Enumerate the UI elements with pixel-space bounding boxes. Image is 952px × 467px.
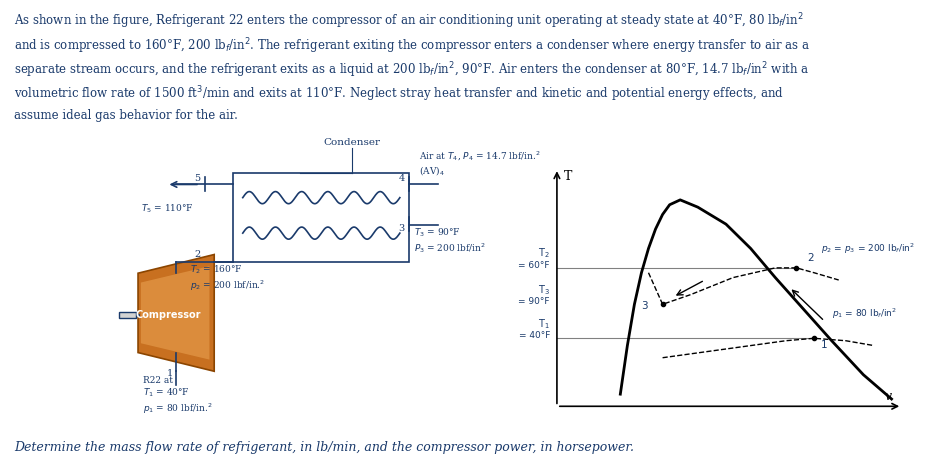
Text: T: T: [564, 170, 572, 184]
Text: = 90°F: = 90°F: [519, 297, 550, 306]
Text: As shown in the figure, Refrigerant 22 enters the compressor of an air condition: As shown in the figure, Refrigerant 22 e…: [14, 12, 804, 31]
Text: $T_5$ = 110°F: $T_5$ = 110°F: [141, 202, 193, 215]
Text: $T_2$ = 160°F
$p_2$ = 200 lbf/in.$^2$: $T_2$ = 160°F $p_2$ = 200 lbf/in.$^2$: [190, 264, 266, 293]
Text: 2: 2: [807, 253, 814, 262]
Polygon shape: [138, 255, 214, 371]
Text: 3: 3: [642, 301, 648, 311]
Text: $p_2$ = $p_3$ = 200 lb$_f$/in$^2$: $p_2$ = $p_3$ = 200 lb$_f$/in$^2$: [821, 241, 915, 255]
Text: separate stream occurs, and the refrigerant exits as a liquid at 200 lb$_f$/in$^: separate stream occurs, and the refriger…: [14, 60, 810, 80]
Text: v: v: [884, 390, 892, 403]
Text: $T_3$ = 90°F
$P_3$ = 200 lbf/in$^2$: $T_3$ = 90°F $P_3$ = 200 lbf/in$^2$: [414, 226, 486, 255]
Text: Condenser: Condenser: [324, 138, 381, 147]
Bar: [233, 173, 409, 262]
Text: Determine the mass flow rate of refrigerant, in lb/min, and the compressor power: Determine the mass flow rate of refriger…: [14, 441, 634, 454]
Text: 1: 1: [167, 369, 172, 378]
Text: T$_3$: T$_3$: [538, 283, 550, 297]
Text: volumetric flow rate of 1500 ft$^3$/min and exits at 110°F. Neglect stray heat t: volumetric flow rate of 1500 ft$^3$/min …: [14, 85, 784, 104]
Text: Air at $T_4$, $P_4$ = 14.7 lbf/in.$^2$
(AV)$_4$: Air at $T_4$, $P_4$ = 14.7 lbf/in.$^2$ (…: [419, 149, 541, 177]
Polygon shape: [141, 266, 209, 360]
Text: Compressor: Compressor: [136, 310, 201, 320]
Text: 3: 3: [399, 224, 405, 234]
Text: 1: 1: [821, 340, 827, 350]
Text: T$_1$: T$_1$: [538, 317, 550, 331]
Text: 5: 5: [194, 174, 200, 183]
Text: = 40°F: = 40°F: [519, 332, 550, 340]
Bar: [119, 312, 136, 318]
Text: = 60°F: = 60°F: [519, 261, 550, 270]
Text: 4: 4: [399, 174, 405, 183]
Text: T$_2$: T$_2$: [538, 247, 550, 260]
Text: $p_1$ = 80 lb$_f$/in$^2$: $p_1$ = 80 lb$_f$/in$^2$: [832, 307, 897, 321]
Text: assume ideal gas behavior for the air.: assume ideal gas behavior for the air.: [14, 109, 238, 122]
Text: 2: 2: [194, 250, 200, 259]
Text: R22 at
$T_1$ = 40°F
$p_1$ = 80 lbf/in.$^2$: R22 at $T_1$ = 40°F $p_1$ = 80 lbf/in.$^…: [143, 376, 212, 416]
Text: and is compressed to 160°F, 200 lb$_f$/in$^2$. The refrigerant exiting the compr: and is compressed to 160°F, 200 lb$_f$/i…: [14, 36, 810, 56]
